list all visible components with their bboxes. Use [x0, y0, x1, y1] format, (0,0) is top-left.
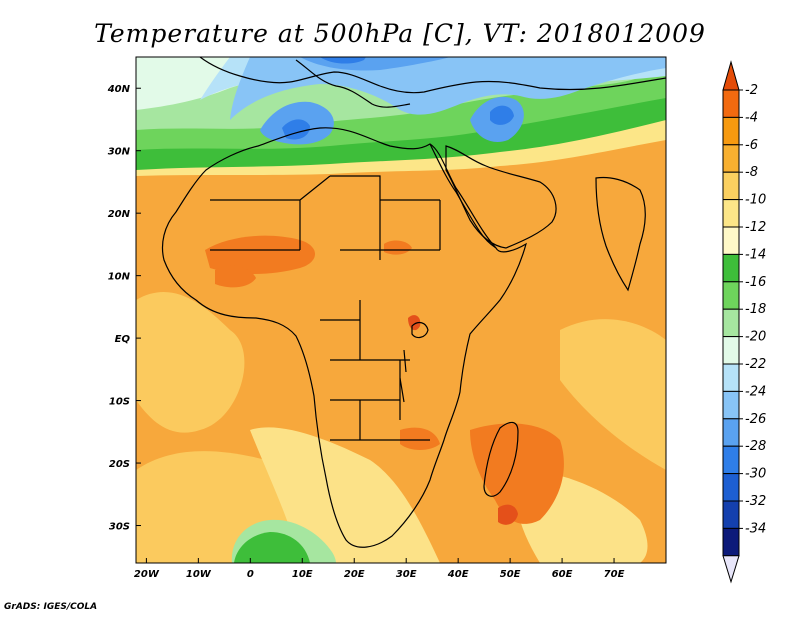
colorbar-level-label: -26	[745, 412, 766, 427]
colorbar-swatch	[722, 473, 740, 502]
colorbar-level-label: -14	[745, 247, 766, 262]
lon-tick-label: 60E	[552, 569, 573, 580]
colorbar-swatch	[722, 253, 740, 283]
colorbar-level-label: -24	[745, 384, 766, 399]
lon-tick-label: 50E	[500, 569, 521, 580]
india-coastline	[595, 176, 646, 292]
lat-tick-label: 40N	[107, 84, 131, 95]
field-warm-patch	[215, 265, 256, 288]
colorbar-level-label: -18	[745, 302, 766, 317]
temperature-field	[136, 57, 666, 563]
colorbar-swatch	[722, 89, 740, 118]
colorbar-level-label: -34	[745, 521, 766, 536]
lat-tick-label: 10N	[108, 272, 131, 283]
field-band-dark-blue	[320, 57, 366, 64]
lon-tick-label: 10W	[186, 569, 212, 580]
lon-tick-label: 10E	[292, 569, 313, 580]
madagascar-coastline	[483, 421, 519, 497]
europe-coastline	[199, 57, 666, 94]
colorbar-swatch	[722, 144, 740, 173]
coastlines	[161, 57, 666, 548]
lat-tick-label: 10S	[109, 397, 130, 408]
lat-tick-label: 20S	[109, 459, 130, 470]
colorbar-level-label: -20	[745, 330, 766, 345]
colorbar-swatch	[722, 500, 740, 529]
colorbar-swatch	[722, 308, 740, 338]
colorbar-swatch	[722, 336, 740, 365]
mediterranean-shore	[295, 59, 411, 108]
field-hot-patch	[498, 504, 518, 525]
lake-victoria	[411, 321, 429, 339]
colorbar-swatch	[722, 281, 740, 310]
colorbar-level-label: -2	[745, 83, 758, 98]
credit-label: GrADS: IGES/COLA	[4, 602, 97, 612]
lake-tanganyika	[399, 349, 407, 403]
colorbar-level-label: -6	[745, 138, 758, 153]
colorbar-level-label: -32	[745, 494, 766, 509]
colorbar-level-label: -12	[745, 220, 766, 235]
lat-tick-label: EQ	[115, 334, 131, 345]
red-sea-coast	[429, 143, 497, 249]
lat-tick-label: 30N	[108, 147, 131, 158]
colorbar-swatch	[722, 226, 740, 255]
field-warm-patch	[400, 427, 440, 450]
field-band-dark-blue	[490, 105, 514, 125]
field-cool-patch	[136, 291, 245, 433]
colorbar-level-label: -28	[745, 439, 766, 454]
lon-tick-label: 20W	[134, 569, 160, 580]
colorbar-level-label: -30	[745, 467, 766, 482]
colorbar-swatch	[722, 199, 740, 228]
field-band-green	[234, 532, 310, 563]
colorbar-swatch	[722, 171, 740, 201]
lon-tick-label: 0	[247, 569, 254, 580]
map-axes: 20W 10W 0 10E 20E 30E 40E 50E 60E 70E 40N 30N 20N 10N…	[107, 84, 625, 580]
colorbar-level-label: -4	[745, 110, 758, 125]
colorbar-swatch	[722, 116, 740, 146]
colorbar-level-label: -22	[745, 357, 766, 372]
colorbar-swatch	[722, 363, 740, 392]
arabia-coastline	[445, 145, 557, 249]
colorbar-swatch	[722, 527, 740, 557]
lat-tick-label: 20N	[108, 209, 131, 220]
colorbar-bottom-arrow	[722, 555, 740, 584]
colorbar-level-label: -8	[745, 165, 758, 180]
field-warm-patch	[470, 423, 564, 524]
field-warm-patch	[384, 240, 412, 255]
colorbar-level-label: -16	[745, 275, 766, 290]
colorbar-level-label: -10	[745, 193, 766, 208]
colorbar: -2 -4 -6 -8 -10 -12 -14 -16 -18 -20 -22 -24 -26 -28 -3…	[722, 60, 766, 584]
lat-tick-label: 30S	[109, 522, 130, 533]
lon-tick-label: 40E	[447, 569, 469, 580]
field-cool-patch	[560, 319, 666, 470]
colorbar-top-arrow	[722, 60, 740, 91]
map-frame	[135, 56, 667, 564]
field-warm-patch	[205, 235, 315, 274]
lon-tick-label: 30E	[396, 569, 417, 580]
colorbar-swatch	[722, 445, 740, 475]
colorbar-swatch	[722, 418, 740, 447]
border-line	[210, 175, 441, 260]
lon-tick-label: 20E	[344, 569, 365, 580]
lon-tick-label: 70E	[604, 569, 625, 580]
colorbar-swatch	[722, 390, 740, 420]
field-hot-patch	[408, 315, 421, 331]
border-line	[320, 300, 430, 441]
map-title: Temperature at 500hPa [C], VT: 201801200…	[94, 19, 706, 48]
